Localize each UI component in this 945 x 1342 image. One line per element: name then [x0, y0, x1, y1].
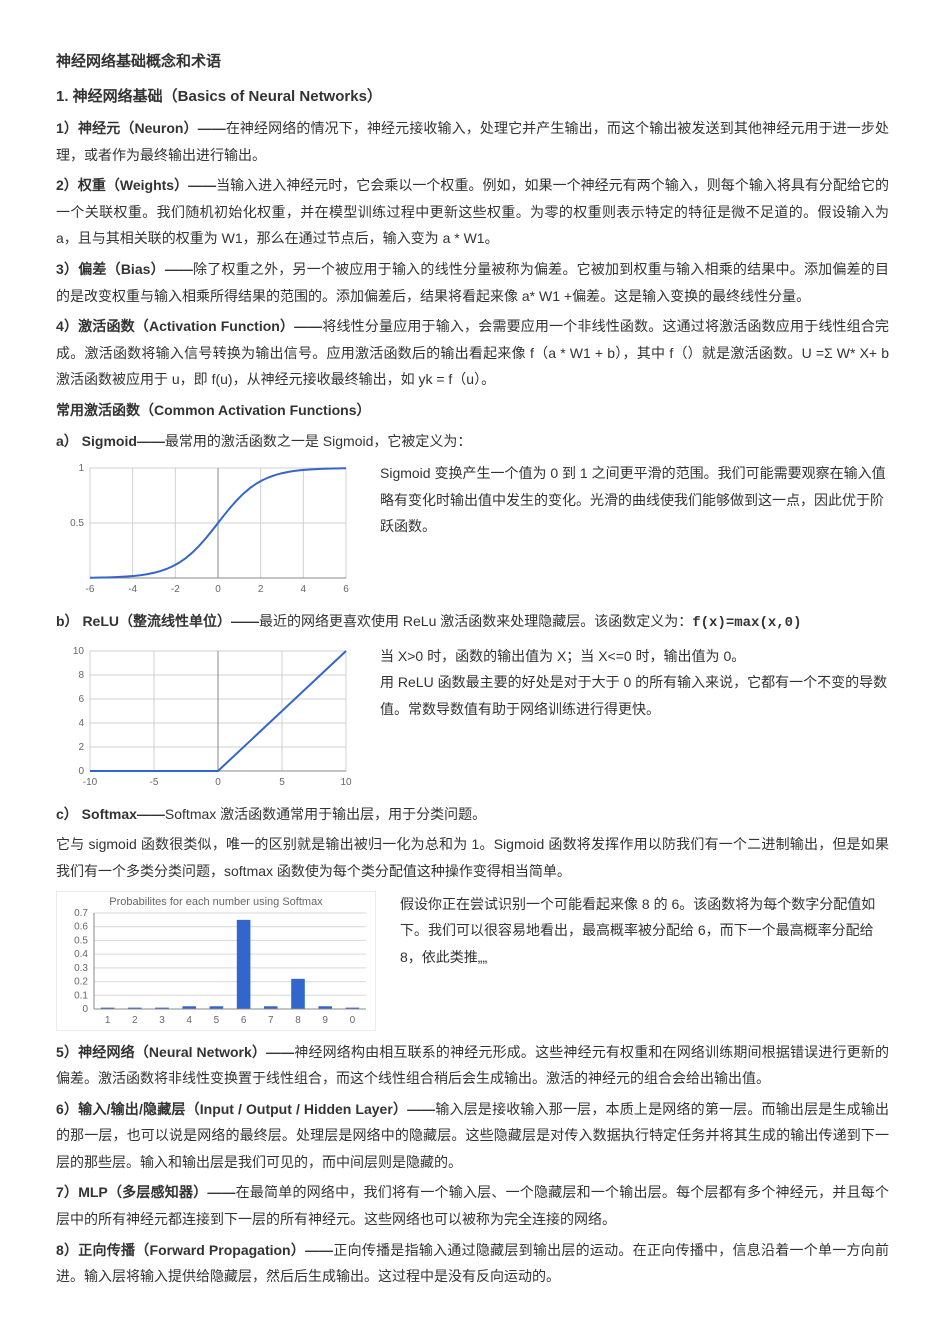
svg-text:5: 5	[279, 777, 285, 788]
svg-text:2: 2	[258, 584, 264, 595]
para-forward-prop: 8）正向传播（Forward Propagation）——正向传播是指输入通过隐…	[56, 1237, 889, 1290]
svg-text:9: 9	[322, 1015, 328, 1026]
para-layers: 6）输入/输出/隐藏层（Input / Output / Hidden Laye…	[56, 1096, 889, 1176]
term-activation: 4）激活函数（Activation Function）——	[56, 318, 322, 334]
subsection-common-activations: 常用激活函数（Common Activation Functions）	[56, 397, 889, 424]
para-relu: b） ReLU（整流线性单位）——最近的网络更喜欢使用 ReLu 激活函数来处理…	[56, 608, 889, 637]
svg-text:10: 10	[340, 777, 352, 788]
svg-text:0.4: 0.4	[74, 949, 88, 960]
relu-caption-line2: 用 ReLU 函数最主要的好处是对于大于 0 的所有输入来说，它都有一个不变的导…	[380, 669, 889, 722]
svg-text:0: 0	[215, 584, 221, 595]
body-softmax: Softmax 激活函数通常用于输出层，用于分类问题。	[165, 806, 486, 822]
svg-text:2: 2	[132, 1015, 138, 1026]
sigmoid-chart: -6 -4 -2 0 2 4 6 0.5 1	[56, 460, 356, 600]
svg-text:7: 7	[268, 1015, 274, 1026]
term-neuron: 1）神经元（Neuron）——	[56, 120, 226, 136]
svg-text:4: 4	[78, 718, 84, 729]
svg-text:2: 2	[78, 742, 84, 753]
para-bias: 3）偏差（Bias）——除了权重之外，另一个被应用于输入的线性分量被称为偏差。它…	[56, 256, 889, 309]
term-layers: 6）输入/输出/隐藏层（Input / Output / Hidden Laye…	[56, 1101, 435, 1117]
svg-text:5: 5	[214, 1015, 220, 1026]
svg-text:0.7: 0.7	[74, 908, 88, 919]
relu-formula: f(x)=max(x,0)	[692, 615, 801, 631]
relu-caption: 当 X>0 时，函数的输出值为 X；当 X<=0 时，输出值为 0。 用 ReL…	[380, 643, 889, 723]
svg-text:0: 0	[215, 777, 221, 788]
body-sigmoid: 最常用的激活函数之一是 Sigmoid，它被定义为：	[165, 433, 471, 449]
para-activation: 4）激活函数（Activation Function）——将线性分量应用于输入，…	[56, 313, 889, 393]
svg-text:0.6: 0.6	[74, 921, 88, 932]
svg-text:0: 0	[82, 1004, 88, 1015]
term-fp: 8）正向传播（Forward Propagation）——	[56, 1242, 333, 1258]
para-neuron: 1）神经元（Neuron）——在神经网络的情况下，神经元接收输入，处理它并产生输…	[56, 115, 889, 168]
svg-text:8: 8	[78, 670, 84, 681]
svg-text:0: 0	[78, 766, 84, 777]
svg-text:0: 0	[350, 1015, 356, 1026]
para-sigmoid: a） Sigmoid——最常用的激活函数之一是 Sigmoid，它被定义为：	[56, 428, 889, 455]
svg-text:10: 10	[73, 646, 85, 657]
svg-text:4: 4	[186, 1015, 192, 1026]
para-softmax: c） Softmax——Softmax 激活函数通常用于输出层，用于分类问题。	[56, 801, 889, 828]
relu-caption-line1: 当 X>0 时，函数的输出值为 X；当 X<=0 时，输出值为 0。	[380, 643, 889, 670]
term-bias: 3）偏差（Bias）——	[56, 261, 193, 277]
svg-text:-4: -4	[128, 584, 137, 595]
svg-text:0.1: 0.1	[74, 990, 88, 1001]
svg-text:6: 6	[241, 1015, 247, 1026]
svg-text:0.2: 0.2	[74, 976, 88, 987]
para-mlp: 7）MLP（多层感知器）——在最简单的网络中，我们将有一个输入层、一个隐藏层和一…	[56, 1179, 889, 1232]
relu-chart: -10 -5 0 5 10 0 2 4 6 8 10	[56, 643, 356, 793]
softmax-caption: 假设你正在尝试识别一个可能看起来像 8 的 6。该函数将为每个数字分配值如下。我…	[400, 891, 889, 971]
para-weight: 2）权重（Weights）——当输入进入神经元时，它会乘以一个权重。例如，如果一…	[56, 172, 889, 252]
svg-text:-6: -6	[86, 584, 95, 595]
svg-text:-10: -10	[83, 777, 98, 788]
svg-text:0.5: 0.5	[70, 518, 84, 529]
svg-text:3: 3	[159, 1015, 165, 1026]
svg-text:1: 1	[78, 463, 84, 474]
svg-text:0.3: 0.3	[74, 962, 88, 973]
svg-text:0.5: 0.5	[74, 935, 88, 946]
svg-text:Probabilites for each number u: Probabilites for each number using Softm…	[109, 896, 323, 908]
svg-text:8: 8	[295, 1015, 301, 1026]
term-weight: 2）权重（Weights）——	[56, 177, 216, 193]
svg-text:1: 1	[105, 1015, 111, 1026]
para-neural-network: 5）神经网络（Neural Network）——神经网络构由相互联系的神经元形成…	[56, 1039, 889, 1092]
term-sigmoid: a） Sigmoid——	[56, 433, 165, 449]
term-mlp: 7）MLP（多层感知器）——	[56, 1184, 235, 1200]
svg-text:4: 4	[301, 584, 307, 595]
doc-title: 神经网络基础概念和术语	[56, 48, 889, 77]
term-softmax: c） Softmax——	[56, 806, 165, 822]
svg-text:6: 6	[343, 584, 349, 595]
figure-softmax-row: Probabilites for each number using Softm…	[56, 891, 889, 1031]
term-nn: 5）神经网络（Neural Network）——	[56, 1044, 294, 1060]
section-heading-1: 1. 神经网络基础（Basics of Neural Networks）	[56, 83, 889, 112]
svg-text:6: 6	[78, 694, 84, 705]
svg-text:-2: -2	[171, 584, 180, 595]
svg-text:-5: -5	[150, 777, 159, 788]
softmax-chart: Probabilites for each number using Softm…	[56, 891, 376, 1031]
sigmoid-caption: Sigmoid 变换产生一个值为 0 到 1 之间更平滑的范围。我们可能需要观察…	[380, 460, 889, 540]
figure-relu-row: -10 -5 0 5 10 0 2 4 6 8 10 当 X>0 时，函数的输出值为 X；当 X<=…	[56, 643, 889, 793]
term-relu: b） ReLU（整流线性单位）——	[56, 613, 259, 629]
figure-sigmoid-row: -6 -4 -2 0 2 4 6 0.5 1 Sigmoid 变换产生一个值为 0 到 1 之间…	[56, 460, 889, 600]
para-softmax-detail: 它与 sigmoid 函数很类似，唯一的区别就是输出被归一化为总和为 1。Sig…	[56, 831, 889, 884]
body-relu: 最近的网络更喜欢使用 ReLu 激活函数来处理隐藏层。该函数定义为：	[259, 613, 692, 629]
